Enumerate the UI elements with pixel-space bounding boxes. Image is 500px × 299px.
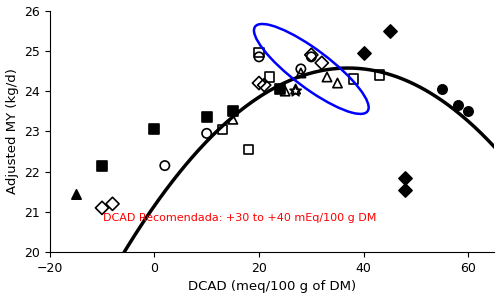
Point [386,28,394,33]
Point [202,115,210,120]
Point [244,147,252,152]
Point [323,77,331,81]
Point [255,51,263,55]
Point [292,87,300,91]
Point [323,75,331,80]
Point [72,191,80,196]
Point [464,109,472,114]
Point [412,145,420,150]
Point [349,77,357,81]
Point [229,117,237,122]
Point [150,127,158,132]
Point [108,202,116,206]
Point [402,187,409,192]
Point [161,163,169,168]
Point [255,54,263,59]
Point [334,89,342,94]
Point [308,52,316,57]
Point [297,71,305,75]
Point [244,125,252,130]
Point [98,163,106,168]
Y-axis label: Adjusted MY (kg/d): Adjusted MY (kg/d) [6,68,18,194]
Point [276,87,284,91]
Point [281,87,289,91]
Point [266,75,274,80]
Point [292,85,300,89]
Point [292,89,300,94]
Point [422,71,430,75]
Point [218,127,226,132]
Point [318,59,326,63]
Point [255,81,263,86]
Text: DCAD Recomendada: +30 to +40 mEq/100 g DM: DCAD Recomendada: +30 to +40 mEq/100 g D… [103,213,376,223]
Point [454,103,462,108]
Point [376,77,384,81]
Point [402,175,409,180]
Point [308,54,316,59]
Point [376,73,384,77]
Point [297,67,305,71]
Point [281,89,289,94]
Point [344,91,352,95]
Point [202,131,210,136]
Point [266,85,274,89]
Point [318,60,326,65]
Point [428,75,436,80]
Point [229,109,237,114]
Point [360,51,368,55]
Point [334,81,342,86]
X-axis label: DCAD (meq/100 g of DM): DCAD (meq/100 g of DM) [188,280,356,293]
Point [438,87,446,91]
Point [260,83,268,87]
Point [98,205,106,210]
Point [281,81,289,86]
